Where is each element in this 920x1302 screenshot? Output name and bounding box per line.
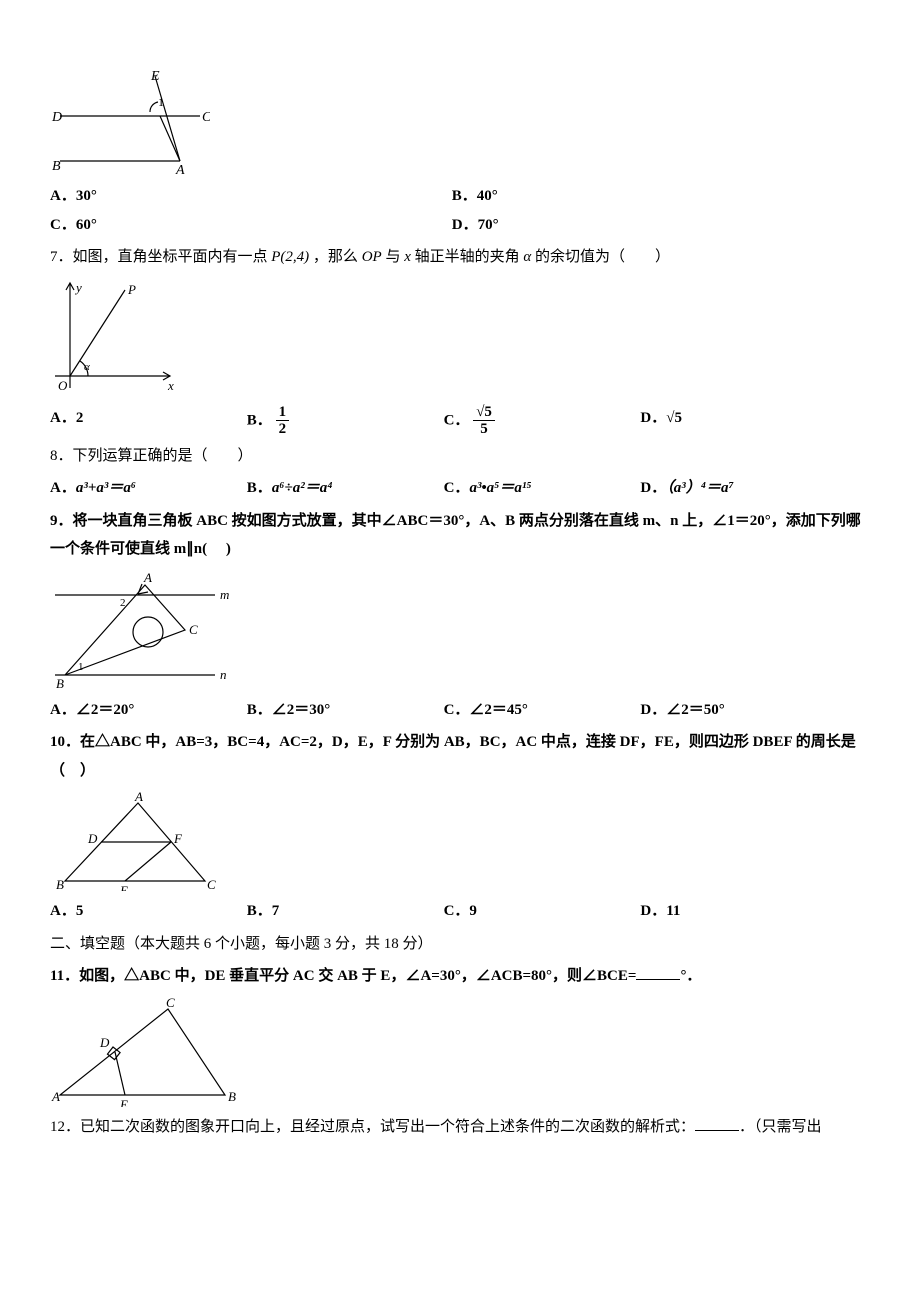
q6-options: A．30° B．40° C．60° D．70° bbox=[50, 182, 870, 239]
q8-optD: D．（a³）⁴＝a⁷ bbox=[640, 474, 837, 503]
q10-label-D: D bbox=[87, 831, 98, 846]
q7-label-y: y bbox=[74, 280, 82, 295]
q7-optB-den: 2 bbox=[276, 421, 290, 438]
q7-mid1: ，那么 bbox=[313, 249, 358, 265]
q11-label-E: E bbox=[119, 1097, 128, 1107]
q12-stem-post: ．（只需写出 bbox=[739, 1119, 822, 1135]
q7-optD: D．√5 bbox=[640, 404, 837, 438]
q7-mid2: 与 bbox=[385, 249, 400, 265]
q11-label-A: A bbox=[51, 1089, 60, 1104]
q8-options: A．a³+a³＝a⁶ B．a⁶÷a²＝a⁴ C．a³•a⁵＝a¹⁵ D．（a³）… bbox=[50, 474, 870, 503]
q7-label-P: P bbox=[127, 282, 136, 297]
q12-blank[interactable] bbox=[695, 1115, 739, 1131]
q11-stem: 11．如图，△ABC 中，DE 垂直平分 AC 交 AB 于 E，∠A=30°，… bbox=[50, 962, 870, 991]
q7-optC-label: C． bbox=[444, 412, 470, 428]
q11-stem-pre: 11．如图，△ABC 中，DE 垂直平分 AC 交 AB 于 E，∠A=30°，… bbox=[50, 968, 636, 984]
q6-figure: E D C B A 1 bbox=[50, 66, 870, 176]
q10-label-F: F bbox=[173, 831, 183, 846]
q7-x: x bbox=[404, 249, 411, 265]
q11-stem-post: °． bbox=[680, 968, 701, 984]
q12-stem-pre: 12．已知二次函数的图象开口向上，且经过原点，试写出一个符合上述条件的二次函数的… bbox=[50, 1119, 695, 1135]
q7-optA-label: A． bbox=[50, 410, 76, 426]
q9-optA: A．∠2＝20° bbox=[50, 696, 247, 725]
q7-stem-pre: 7．如图，直角坐标平面内有一点 bbox=[50, 249, 268, 265]
q7-optC-den: 5 bbox=[473, 421, 495, 438]
q8-stem: 8．下列运算正确的是（ ） bbox=[50, 442, 870, 471]
q7-options: A．2 B． 12 C． √55 D．√5 bbox=[50, 404, 870, 438]
q7-OP: OP bbox=[362, 249, 382, 265]
q8-optD-label: D． bbox=[640, 480, 666, 496]
q10-label-B: B bbox=[56, 877, 64, 891]
q12-stem: 12．已知二次函数的图象开口向上，且经过原点，试写出一个符合上述条件的二次函数的… bbox=[50, 1113, 870, 1142]
q10-options: A．5 B．7 C．9 D．11 bbox=[50, 897, 870, 926]
q6-label-D: D bbox=[51, 110, 62, 125]
q7-label-O: O bbox=[58, 378, 68, 393]
q7-stem: 7．如图，直角坐标平面内有一点 P(2,4) ，那么 OP 与 x 轴正半轴的夹… bbox=[50, 243, 870, 272]
q8-optB-expr: a⁶÷a²＝a⁴ bbox=[272, 480, 333, 496]
q11-figure: A B C D E bbox=[50, 997, 870, 1107]
q8-optC-expr: a³•a⁵＝a¹⁵ bbox=[469, 480, 531, 496]
q7-optC-num: √5 bbox=[473, 404, 495, 422]
q9-optD: D．∠2＝50° bbox=[640, 696, 837, 725]
q7-post: 轴正半轴的夹角 bbox=[415, 249, 520, 265]
q8-optA-expr: a³+a³＝a⁶ bbox=[76, 480, 136, 496]
q7-optA-val: 2 bbox=[76, 410, 84, 426]
q8-optA: A．a³+a³＝a⁶ bbox=[50, 474, 247, 503]
q9-label-n: n bbox=[220, 667, 227, 682]
q10-optB: B．7 bbox=[247, 897, 444, 926]
q10-label-E: E bbox=[119, 883, 128, 891]
q7-label-x: x bbox=[167, 378, 174, 393]
q9-label-a2: 2 bbox=[120, 597, 126, 609]
q9-label-C: C bbox=[189, 622, 198, 637]
q6-optA: A．30° bbox=[50, 182, 452, 211]
q9-label-m: m bbox=[220, 587, 229, 602]
q11-label-C: C bbox=[166, 997, 175, 1010]
q7-optD-val: √5 bbox=[666, 410, 682, 426]
q10-optC: C．9 bbox=[444, 897, 641, 926]
q6-optD: D．70° bbox=[452, 211, 854, 240]
q6-optC: C．60° bbox=[50, 211, 452, 240]
q11-blank[interactable] bbox=[636, 964, 680, 980]
q8-optC: C．a³•a⁵＝a¹⁵ bbox=[444, 474, 641, 503]
q10-stem: 10．在△ABC 中，AB=3，BC=4，AC=2，D，E，F 分别为 AB，B… bbox=[50, 728, 870, 785]
q7-figure: y x O P α bbox=[50, 278, 870, 398]
q7-label-alpha: α bbox=[84, 361, 90, 373]
q8-optA-label: A． bbox=[50, 480, 76, 496]
q7-end: 的余切值为（ ） bbox=[535, 249, 670, 265]
q10-optD: D．11 bbox=[640, 897, 837, 926]
q6-label-angle1: 1 bbox=[158, 95, 164, 109]
q9-optC: C．∠2＝45° bbox=[444, 696, 641, 725]
q11-label-B: B bbox=[228, 1089, 236, 1104]
q9-label-A: A bbox=[143, 570, 152, 585]
q7-optC: C． √55 bbox=[444, 404, 641, 438]
q9-figure: A B C m n 1 2 bbox=[50, 570, 870, 690]
q8-optB: B．a⁶÷a²＝a⁴ bbox=[247, 474, 444, 503]
q7-optB-label: B． bbox=[247, 412, 272, 428]
q6-label-A: A bbox=[175, 163, 185, 176]
q11-label-D: D bbox=[99, 1035, 110, 1050]
q7-optA: A．2 bbox=[50, 404, 247, 438]
section2-title: 二、填空题（本大题共 6 个小题，每小题 3 分，共 18 分） bbox=[50, 930, 870, 959]
q9-optB: B．∠2＝30° bbox=[247, 696, 444, 725]
q7-optB-num: 1 bbox=[276, 404, 290, 422]
q7-optD-label: D． bbox=[640, 410, 666, 426]
q6-optB: B．40° bbox=[452, 182, 854, 211]
q7-point: P(2,4) bbox=[271, 249, 309, 265]
q9-label-a1: 1 bbox=[78, 661, 84, 673]
q6-label-B: B bbox=[52, 159, 61, 174]
q10-label-A: A bbox=[134, 791, 143, 804]
q8-optC-label: C． bbox=[444, 480, 470, 496]
q9-options: A．∠2＝20° B．∠2＝30° C．∠2＝45° D．∠2＝50° bbox=[50, 696, 870, 725]
q7-alpha: α bbox=[523, 249, 531, 265]
q9-stem: 9．将一块直角三角板 ABC 按如图方式放置，其中∠ABC＝30°，A、B 两点… bbox=[50, 507, 870, 564]
q8-optB-label: B． bbox=[247, 480, 272, 496]
q10-optA: A．5 bbox=[50, 897, 247, 926]
q9-label-B: B bbox=[56, 676, 64, 690]
q8-optD-expr: （a³）⁴＝a⁷ bbox=[666, 480, 733, 496]
q6-label-E: E bbox=[150, 69, 160, 84]
q10-figure: A B C D E F bbox=[50, 791, 870, 891]
q10-label-C: C bbox=[207, 877, 216, 891]
q6-label-C: C bbox=[202, 110, 210, 125]
q7-optB: B． 12 bbox=[247, 404, 444, 438]
